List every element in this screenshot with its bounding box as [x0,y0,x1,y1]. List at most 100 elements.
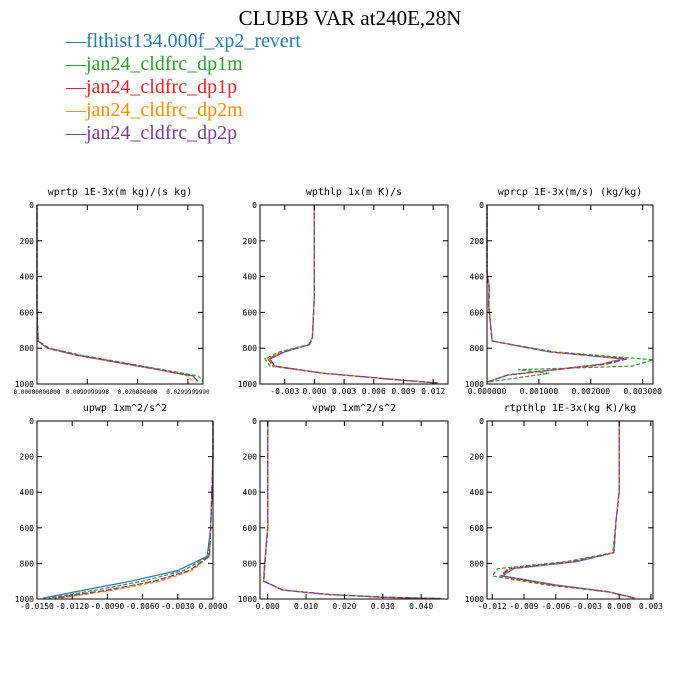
x-tick-label: -0.0030 [161,602,195,611]
chart-panel: wprtp 1E-3x(m kg)/(s kg) 0 200 400 600 800 100… [14,187,210,396]
x-tick-label: -0.0120 [55,602,89,611]
y-tick-label: 800 [470,344,485,353]
legend-dash: — [66,30,86,52]
series-line [263,421,445,600]
y-tick-label: 1000 [15,380,34,389]
chart-panel: rtpthlp 1E-3x(kg K)/kg02004006008001000-… [465,403,663,611]
series-line [501,421,636,599]
series-line [491,421,636,599]
series-line [263,421,441,600]
x-tick-label: -0.0060 [126,602,160,611]
legend-dash: — [66,76,86,98]
x-tick-label: -0.0150 [20,602,54,611]
y-tick-label: 400 [470,273,485,282]
series-line [486,205,654,383]
x-tick-label: -0.003 [270,387,299,396]
legend-dash: — [66,53,86,75]
panel-title: wprcp 1E-3x(m/s) (kg/kg) [498,187,643,198]
x-tick-label: 0.030 [371,602,395,611]
y-tick-label: 0 [29,201,34,210]
series-line [36,205,194,382]
y-tick-label: 200 [20,237,35,246]
series-line [268,205,439,384]
y-tick-label: 200 [470,453,485,462]
panel-title: wprtp 1E-3x(m kg)/(s kg) [48,187,193,198]
legend: —flthist134.000f_xp2_revert —jan24_cldfr… [66,30,301,145]
y-tick-label: 1000 [238,380,257,389]
series-line [60,421,214,599]
plot-frame [259,204,449,385]
plot-frame [486,204,654,385]
x-tick-label: 0.020 [332,602,356,611]
y-tick-label: 600 [243,524,258,533]
plot-frame [486,420,654,600]
legend-dash: — [66,122,86,144]
x-tick-label: -0.0090 [91,602,125,611]
y-tick-label: 0 [252,417,257,426]
legend-item: —flthist134.000f_xp2_revert [66,30,301,53]
y-tick-label: 800 [20,344,35,353]
legend-label: jan24_cldfrc_dp2p [86,122,238,144]
series-line [36,205,199,382]
legend-item: —jan24_cldfrc_dp1p [66,76,301,99]
x-tick-label: -0.003 [573,602,602,611]
series-line [263,421,441,600]
x-tick-label: 0.003000 [623,387,662,396]
y-tick-label: 400 [243,488,258,497]
y-tick-label: 600 [20,308,35,317]
x-tick-label: 0.006 [362,387,386,396]
y-tick-label: 400 [20,273,35,282]
x-tick-label: 0.003 [332,387,356,396]
y-tick-label: 0 [252,201,257,210]
x-tick-label: -0.009 [510,602,539,611]
x-tick-label: 0.009 [391,387,415,396]
chart-panel: wprcp 1E-3x(m/s) (kg/kg) 0 200 400 600 800 100… [465,187,662,396]
y-tick-label: 1000 [465,595,484,604]
series-line [486,205,628,383]
plot-frame [259,420,449,600]
x-tick-label: -0.012 [478,602,507,611]
panel-title: wpthlp 1x(m K)/s [306,187,402,198]
x-tick-label: 0.000 [607,602,631,611]
y-tick-label: 1000 [465,380,484,389]
series-line [269,205,439,384]
y-tick-label: 200 [20,453,35,462]
series-line [36,205,199,382]
legend-item: —jan24_cldfrc_dp2m [66,99,301,122]
x-tick-label: 0.040 [409,602,433,611]
y-tick-label: 0 [479,201,484,210]
y-tick-label: 0 [479,417,484,426]
y-tick-label: 600 [20,524,35,533]
y-tick-label: 600 [470,524,485,533]
y-tick-label: 200 [470,237,485,246]
y-tick-label: 1000 [15,595,34,604]
x-tick-label: 0.012 [421,387,445,396]
series-line [263,421,441,600]
y-tick-label: 800 [243,344,258,353]
legend-label: flthist134.000f_xp2_revert [86,30,301,52]
series-line [499,421,636,599]
x-tick-label: 0.020000000 [118,389,158,396]
panel-title: rtpthlp 1E-3x(kg K)/kg [504,403,636,414]
legend-item: —jan24_cldfrc_dp2p [66,122,301,145]
series-line [269,205,439,384]
y-tick-label: 600 [470,308,485,317]
y-tick-label: 800 [470,559,485,568]
y-tick-label: 800 [243,559,258,568]
x-tick-label: 0.010 [294,602,318,611]
y-tick-label: 1000 [238,595,257,604]
series-line [486,205,628,383]
series-line [36,205,204,382]
y-tick-label: 0 [29,417,34,426]
x-tick-label: 0.0299999990 [166,389,210,396]
panel-title: upwp 1xm^2/s^2 [83,403,167,414]
x-tick-label: 0.0099999998 [66,389,110,396]
series-line [500,421,636,599]
series-line [262,421,441,600]
legend-label: jan24_cldfrc_dp1p [86,76,238,98]
series-line [264,205,439,384]
